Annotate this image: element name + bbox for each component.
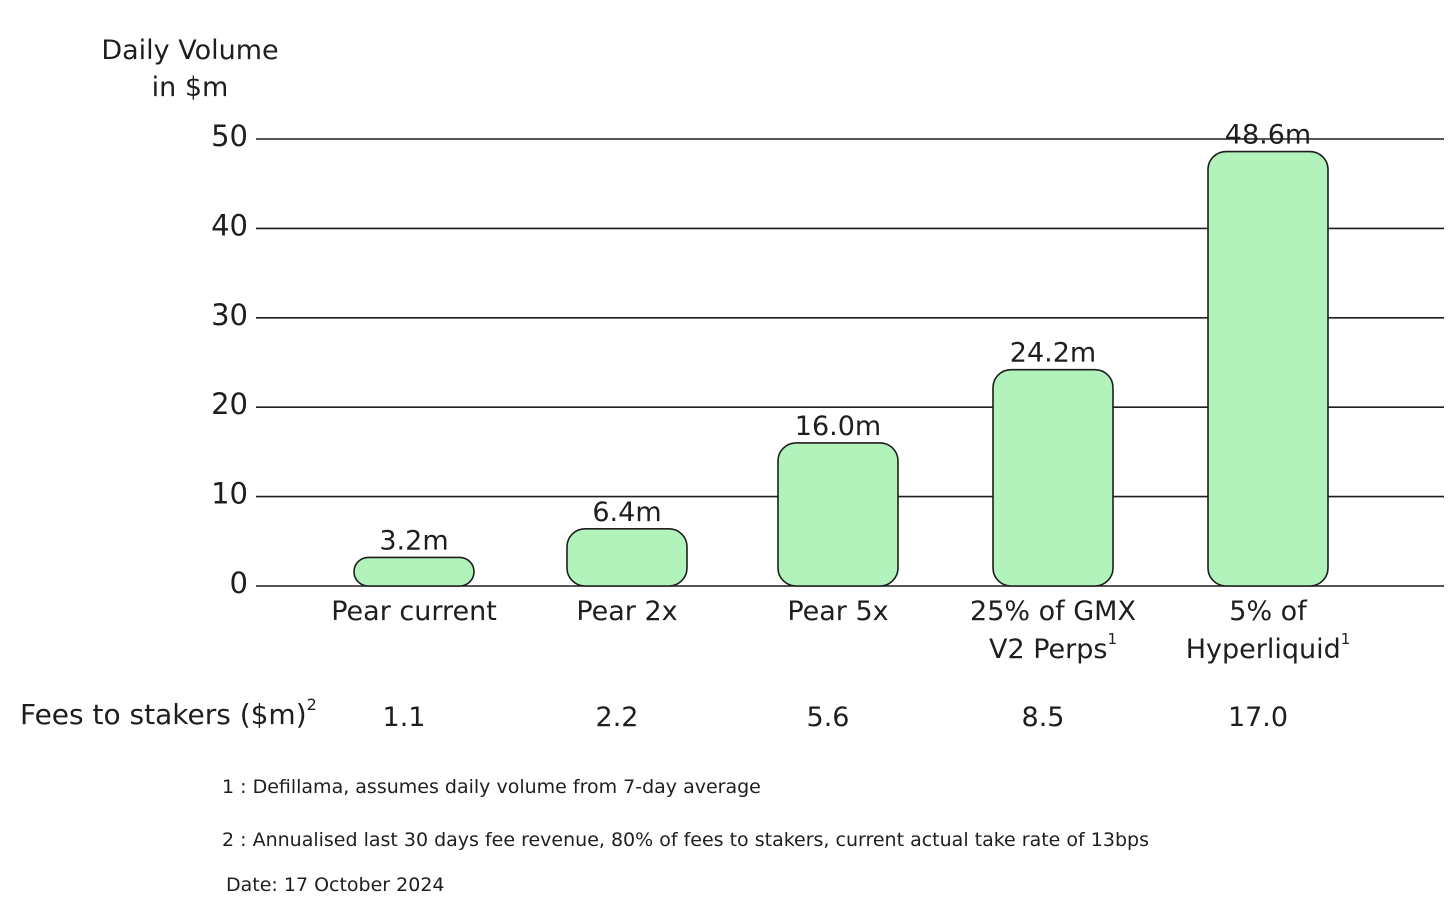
y-tick-label: 30	[211, 298, 248, 332]
y-tick-label: 40	[211, 208, 248, 242]
footnote-2: 2 : Annualised last 30 days fee revenue,…	[222, 829, 1149, 851]
footnotes: 1 : Defillama, assumes daily volume from…	[222, 776, 1149, 896]
category-label: 25% of GMX V2 Perps1	[970, 596, 1136, 665]
bar-value-label: 24.2m	[1010, 338, 1096, 369]
fees-row: Fees to stakers ($m)2 1.1 2.2 5.6 8.5 17.0	[20, 695, 1288, 733]
bar-value-label: 3.2m	[379, 525, 448, 556]
category-label: Pear current	[331, 596, 497, 627]
bar	[992, 368, 1114, 587]
bar	[566, 527, 688, 587]
bar	[353, 556, 475, 587]
y-axis-label-line: Daily Volume	[101, 35, 278, 66]
bar	[1207, 150, 1329, 587]
fee-value: 5.6	[807, 702, 850, 733]
y-tick-label: 10	[211, 477, 248, 511]
bar-value-label: 6.4m	[592, 497, 661, 528]
fees-row-label: Fees to stakers ($m)2	[20, 695, 317, 731]
y-axis-label-line: in $m	[152, 72, 229, 103]
y-tick-label: 50	[211, 119, 248, 153]
category-labels: Pear current Pear 2x Pear 5x 25% of GMX V2 P…	[331, 596, 1350, 665]
category-label: Pear 2x	[576, 596, 677, 627]
y-tick-labels: 0 10 20 30 40 50	[211, 119, 248, 600]
fee-value: 17.0	[1228, 702, 1288, 733]
bar-value-label: 48.6m	[1225, 120, 1311, 151]
fee-value: 8.5	[1022, 702, 1065, 733]
fee-value: 1.1	[383, 702, 426, 733]
y-tick-label: 20	[211, 387, 248, 421]
bars	[353, 150, 1329, 587]
bar-value-label: 16.0m	[795, 411, 881, 442]
data-labels: 3.2m 6.4m 16.0m 24.2m 48.6m	[379, 120, 1311, 557]
category-label: 5% of Hyperliquid1	[1186, 596, 1351, 665]
chart-date: Date: 17 October 2024	[226, 874, 445, 896]
y-axis-label: Daily Volume in $m	[101, 35, 278, 103]
footnote-1: 1 : Defillama, assumes daily volume from…	[222, 776, 761, 798]
bar	[777, 442, 899, 587]
fee-value: 2.2	[596, 702, 639, 733]
y-tick-label: 0	[230, 566, 248, 600]
category-label: Pear 5x	[787, 596, 888, 627]
